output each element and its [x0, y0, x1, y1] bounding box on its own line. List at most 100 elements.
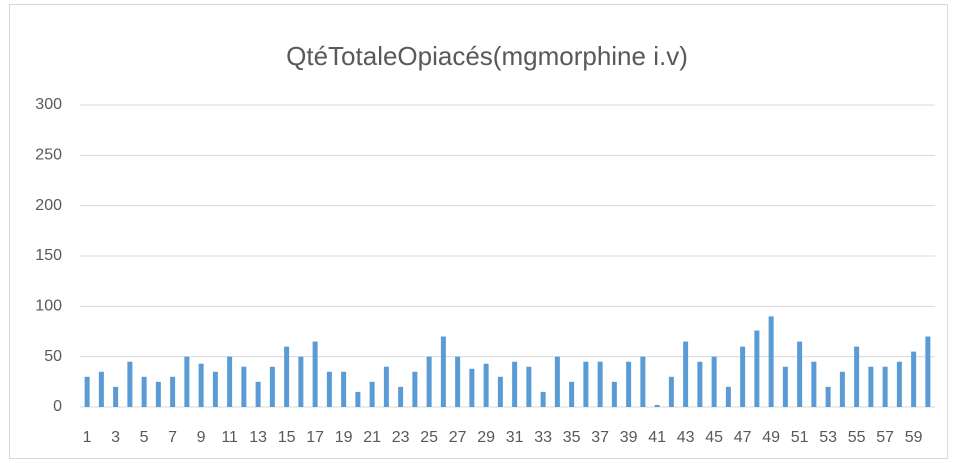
- bar: [341, 371, 347, 407]
- x-tick-label: 31: [506, 429, 524, 446]
- x-tick-label: 47: [734, 429, 752, 446]
- x-tick-label: 59: [905, 429, 923, 446]
- bar: [198, 363, 204, 407]
- x-tick-label: 17: [306, 429, 324, 446]
- y-tick-label: 100: [35, 298, 62, 315]
- y-tick-label: 50: [44, 348, 62, 365]
- bar: [369, 381, 375, 407]
- x-tick-label: 3: [111, 429, 120, 446]
- bar: [170, 376, 176, 407]
- bar: [483, 363, 489, 407]
- bar: [284, 346, 290, 407]
- bar: [412, 371, 418, 407]
- bar: [540, 391, 546, 407]
- bar: [811, 361, 817, 407]
- bar: [98, 371, 104, 407]
- x-tick-label: 41: [648, 429, 666, 446]
- y-tick-label: 300: [35, 96, 62, 113]
- bar: [497, 376, 503, 407]
- x-tick-label: 33: [534, 429, 552, 446]
- bar: [184, 356, 190, 407]
- bar: [654, 404, 660, 407]
- bar: [896, 361, 902, 407]
- bar: [155, 381, 161, 407]
- bar: [269, 366, 275, 407]
- chart-border: [9, 4, 948, 459]
- bar: [127, 361, 133, 407]
- x-tick-label: 11: [221, 429, 238, 446]
- bar: [241, 366, 247, 407]
- bar: [597, 361, 603, 407]
- x-tick-label: 15: [278, 429, 296, 446]
- bar: [725, 386, 731, 407]
- bar: [426, 356, 432, 407]
- bar: [839, 371, 845, 407]
- x-tick-label: 5: [140, 429, 149, 446]
- bar: [440, 336, 446, 407]
- bar: [668, 376, 674, 407]
- bar: [227, 356, 233, 407]
- bar: [212, 371, 218, 407]
- bar: [626, 361, 632, 407]
- bar: [683, 341, 689, 407]
- bar: [782, 366, 788, 407]
- bar: [326, 371, 332, 407]
- x-tick-label: 49: [762, 429, 780, 446]
- x-tick-label: 43: [677, 429, 695, 446]
- x-tick-label: 7: [168, 429, 177, 446]
- bar: [854, 346, 860, 407]
- bar: [911, 351, 917, 407]
- bar: [740, 346, 746, 407]
- bar: [298, 356, 304, 407]
- x-tick-label: 1: [83, 429, 92, 446]
- x-tick-label: 21: [363, 429, 381, 446]
- bar: [512, 361, 518, 407]
- bar: [640, 356, 646, 407]
- y-tick-label: 0: [53, 398, 62, 415]
- x-tick-label: 55: [848, 429, 866, 446]
- x-tick-label: 13: [249, 429, 267, 446]
- y-tick-label: 150: [35, 247, 62, 264]
- y-tick-label: 200: [35, 197, 62, 214]
- x-tick-label: 25: [420, 429, 438, 446]
- bar: [925, 336, 931, 407]
- bar: [84, 376, 90, 407]
- x-tick-label: 9: [197, 429, 206, 446]
- bar: [255, 381, 261, 407]
- x-tick-label: 23: [392, 429, 410, 446]
- bar: [825, 386, 831, 407]
- x-tick-label: 45: [705, 429, 723, 446]
- bar: [398, 386, 404, 407]
- bar: [868, 366, 874, 407]
- bar: [113, 386, 119, 407]
- x-tick-label: 27: [449, 429, 467, 446]
- bar: [583, 361, 589, 407]
- x-tick-label: 51: [791, 429, 809, 446]
- bar: [469, 368, 475, 407]
- bar: [312, 341, 318, 407]
- bar: [554, 356, 560, 407]
- x-tick-label: 57: [876, 429, 894, 446]
- bar: [768, 316, 774, 407]
- x-tick-label: 39: [620, 429, 638, 446]
- bar: [797, 341, 803, 407]
- bar: [611, 381, 617, 407]
- bar: [569, 381, 575, 407]
- bar: [455, 356, 461, 407]
- bar: [526, 366, 532, 407]
- bar: [355, 391, 361, 407]
- x-tick-label: 29: [477, 429, 495, 446]
- bar: [141, 376, 147, 407]
- chart-title: QtéTotaleOpiacés(mgmorphine i.v): [286, 41, 688, 71]
- x-tick-label: 53: [819, 429, 837, 446]
- x-tick-label: 35: [563, 429, 581, 446]
- bar: [697, 361, 703, 407]
- bar: [882, 366, 888, 407]
- y-tick-label: 250: [35, 147, 62, 164]
- x-tick-label: 37: [591, 429, 609, 446]
- x-tick-label: 19: [335, 429, 353, 446]
- bar: [711, 356, 717, 407]
- bar: [754, 330, 760, 407]
- bar: [383, 366, 389, 407]
